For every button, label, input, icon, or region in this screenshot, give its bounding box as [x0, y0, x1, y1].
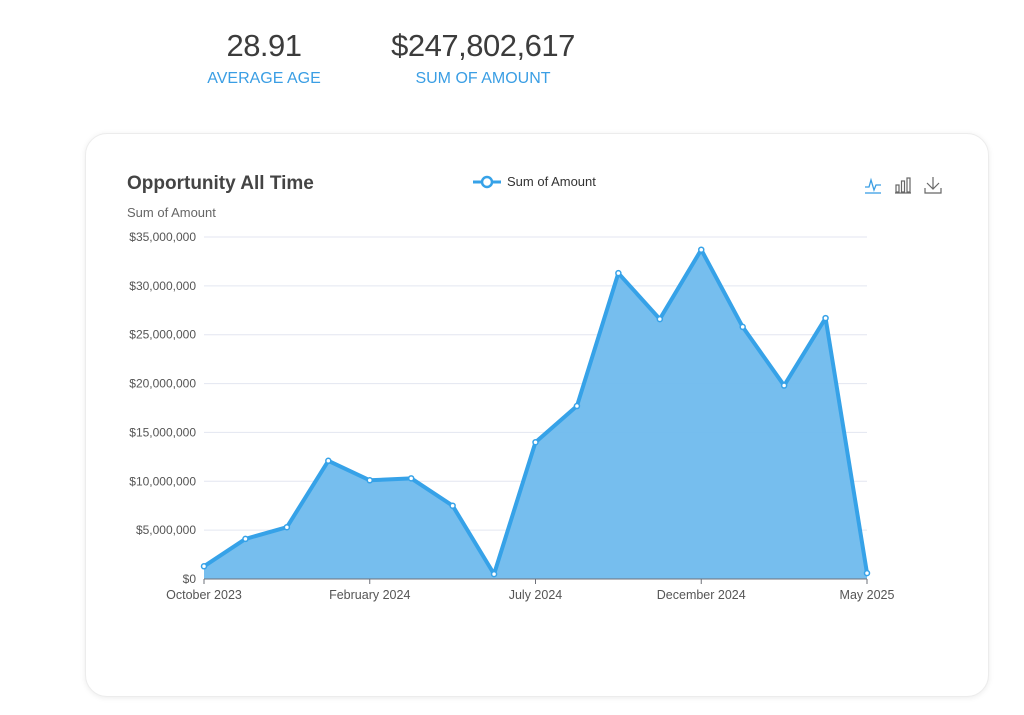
line-chart-icon[interactable]: [864, 176, 882, 194]
y-axis-label: Sum of Amount: [127, 205, 216, 220]
legend-label: Sum of Amount: [507, 174, 596, 189]
kpi-sum-of-amount: $247,802,617 SUM OF AMOUNT: [383, 28, 583, 88]
chart-card: [85, 133, 989, 697]
legend-item[interactable]: Sum of Amount: [473, 174, 596, 189]
kpi-average-age: 28.91 AVERAGE AGE: [204, 28, 324, 88]
legend-line-icon: [473, 175, 501, 188]
download-icon[interactable]: [924, 176, 942, 194]
kpi-label: SUM OF AMOUNT: [415, 70, 551, 87]
kpi-label: AVERAGE AGE: [207, 70, 321, 87]
bar-chart-icon[interactable]: [894, 176, 912, 194]
chart-toolbox: [864, 176, 942, 194]
kpi-value: $247,802,617: [391, 28, 575, 63]
kpi-value: 28.91: [226, 28, 302, 63]
chart-title: Opportunity All Time: [127, 173, 314, 194]
